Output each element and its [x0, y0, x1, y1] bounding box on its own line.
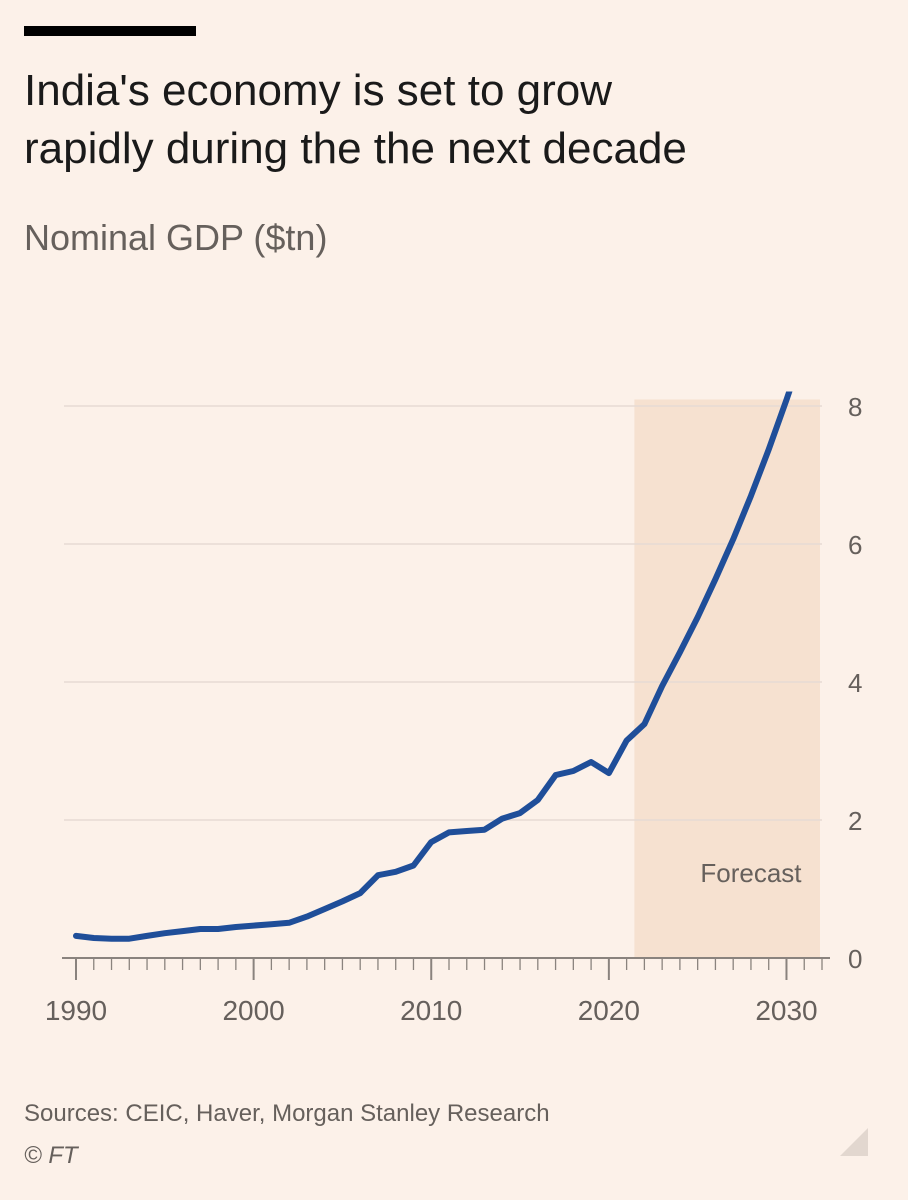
x-tick-label-2000: 2000	[222, 995, 284, 1026]
chart-subtitle: Nominal GDP ($tn)	[24, 217, 328, 258]
chart-title-line-1: India's economy is set to grow	[24, 66, 613, 115]
y-tick-label-2: 2	[848, 806, 862, 836]
ft-accent-bar	[24, 26, 196, 36]
resize-corner-icon	[840, 1128, 868, 1156]
chart-title: India's economy is set to grow rapidly d…	[24, 62, 884, 178]
forecast-label: Forecast	[700, 858, 802, 888]
copyright-note: © FT	[24, 1142, 78, 1169]
gdp-line-chart: Forecast 0 2 4 6 8 1990 2000 2010 2020 2030	[45, 391, 862, 1026]
y-tick-label-8: 8	[848, 392, 862, 422]
y-tick-label-6: 6	[848, 530, 862, 560]
y-tick-label-0: 0	[848, 944, 862, 974]
y-tick-label-4: 4	[848, 668, 862, 698]
gdp-series-line-0	[73, 391, 793, 942]
chart-title-line-2: rapidly during the the next decade	[24, 124, 687, 173]
sources-note: Sources: CEIC, Haver, Morgan Stanley Res…	[24, 1100, 550, 1127]
x-tick-label-1990: 1990	[45, 995, 107, 1026]
x-tick-label-2010: 2010	[400, 995, 462, 1026]
x-tick-label-2020: 2020	[578, 995, 640, 1026]
x-tick-label-2030: 2030	[755, 995, 817, 1026]
